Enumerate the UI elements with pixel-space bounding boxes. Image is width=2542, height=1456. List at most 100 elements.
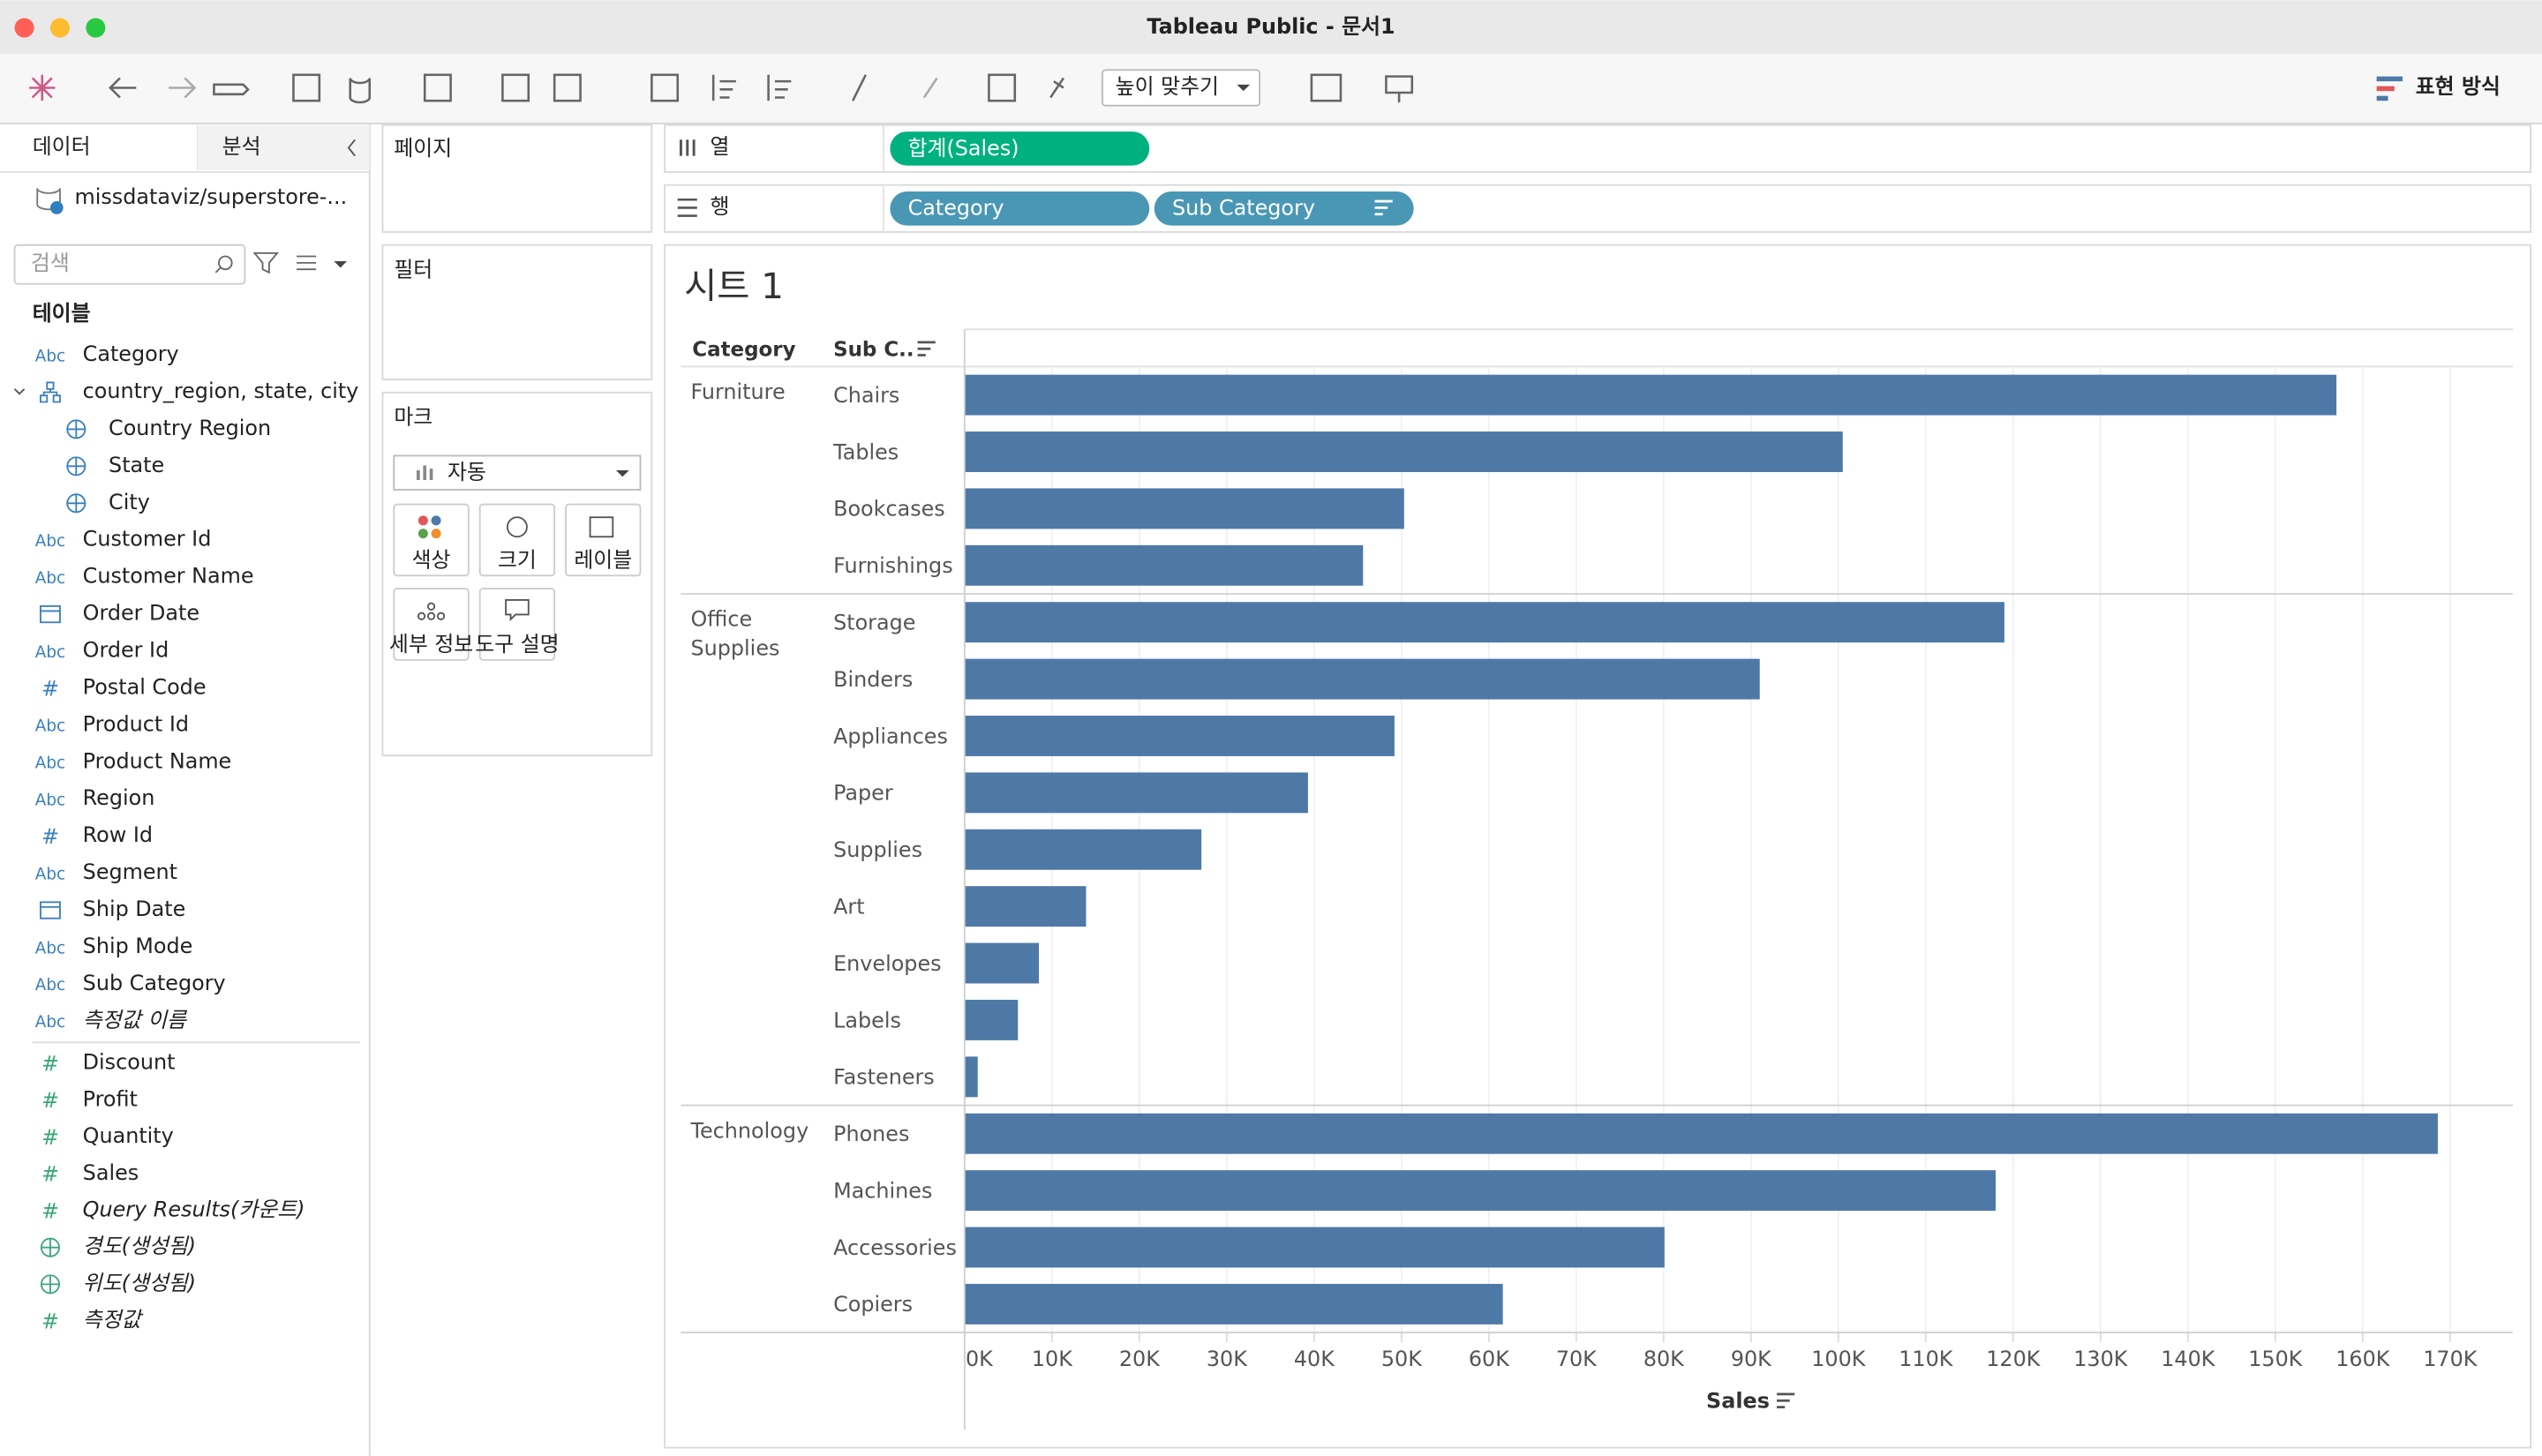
field-item[interactable]: Row Id (83, 822, 153, 847)
x-tick-label: 130K (2073, 1347, 2129, 1371)
field-type-icon: Abc (35, 532, 65, 551)
field-item[interactable]: Ship Date (83, 897, 186, 921)
x-tick-label: 100K (1811, 1347, 1867, 1371)
shelf-pill[interactable] (1154, 191, 1414, 226)
bar (964, 544, 1364, 586)
datasource-name[interactable]: missdataviz/superstore-... (74, 184, 347, 209)
rows-icon (677, 198, 697, 217)
replay-button[interactable] (213, 83, 250, 96)
mark-button[interactable] (393, 503, 470, 577)
field-item[interactable]: Sub Category (83, 971, 226, 995)
swap-button[interactable] (651, 73, 680, 102)
field-item[interactable]: 경도(생성됨) (83, 1234, 196, 1258)
field-item[interactable]: Ship Mode (83, 934, 193, 958)
labels-button[interactable] (988, 73, 1017, 102)
field-item[interactable]: Sales (83, 1160, 139, 1185)
date-icon (40, 901, 61, 919)
field-item[interactable]: Product Id (83, 711, 189, 736)
field-item[interactable]: Country Region (109, 416, 271, 440)
new-sheet-button[interactable] (423, 73, 452, 102)
shelf-pill[interactable] (890, 191, 1150, 226)
shelf-pill[interactable] (890, 131, 1150, 166)
field-item[interactable]: State (109, 453, 164, 477)
field-item[interactable]: 위도(생성됨) (83, 1271, 196, 1295)
field-item[interactable]: Product Name (83, 748, 232, 773)
subcategory-label: Copiers (833, 1292, 913, 1317)
analysis-tab[interactable]: 분석 (222, 134, 261, 159)
bar (964, 772, 1308, 814)
size-icon (506, 516, 528, 538)
field-item[interactable]: Order Id (83, 638, 169, 663)
rows-label: 행 (710, 194, 729, 219)
zoom-button[interactable] (86, 18, 106, 38)
marks-label: 마크 (394, 405, 432, 430)
bar (964, 999, 1019, 1040)
mark-type-label: 자동 (447, 460, 486, 484)
filter-button[interactable] (252, 251, 280, 274)
highlight-button[interactable] (851, 74, 867, 101)
bar (964, 716, 1395, 756)
minimize-button[interactable] (49, 18, 70, 38)
datasource-button[interactable] (349, 78, 372, 104)
field-type-icon: Abc (35, 643, 65, 662)
fit-dropdown[interactable] (1102, 69, 1261, 107)
x-tick-label: 160K (2335, 1347, 2391, 1371)
field-item[interactable]: City (109, 490, 150, 514)
collapse-button[interactable] (347, 139, 356, 157)
category-label: Office Supplies (690, 608, 780, 663)
close-button[interactable] (14, 18, 34, 38)
pin-button[interactable] (1049, 77, 1064, 99)
presentation-button[interactable] (1385, 75, 1414, 103)
bar (964, 1170, 1997, 1212)
field-item[interactable]: Quantity (83, 1123, 174, 1148)
tableau-logo[interactable] (29, 74, 56, 101)
save-button[interactable] (292, 73, 321, 102)
section-label: 테이블 (33, 301, 91, 326)
field-item[interactable]: Customer Name (83, 564, 254, 589)
mark-button-label: 세부 정보 (389, 632, 473, 657)
sort-desc-button[interactable] (767, 74, 792, 101)
field-item[interactable]: Order Date (83, 601, 199, 626)
field-item[interactable]: Postal Code (83, 674, 207, 699)
group-button[interactable] (922, 77, 938, 99)
mark-button[interactable] (393, 588, 470, 661)
cards-button[interactable] (1310, 73, 1342, 102)
bar (964, 829, 1202, 870)
search-tools (214, 251, 317, 274)
show-me-button[interactable]: 표현 방식 (2416, 74, 2501, 99)
redo-button[interactable] (169, 77, 197, 99)
subcategory-label: Paper (833, 781, 893, 806)
duplicate-button[interactable] (501, 73, 530, 102)
field-item[interactable]: Profit (83, 1086, 138, 1111)
mark-button-label: 도구 설명 (475, 632, 559, 657)
mark-button[interactable] (478, 503, 556, 577)
sort-asc-button[interactable] (711, 74, 736, 101)
subcategory-label: Machines (833, 1178, 932, 1203)
sort-icon (1777, 1392, 1795, 1408)
field-item[interactable]: Query Results(카운트) (83, 1197, 305, 1221)
sort-icon[interactable] (917, 341, 936, 356)
view-button[interactable] (297, 255, 317, 271)
clear-button[interactable] (553, 73, 582, 102)
search-placeholder: 검색 (31, 251, 70, 275)
field-item[interactable]: Customer Id (83, 527, 212, 552)
mark-button[interactable] (478, 588, 556, 661)
bar (964, 886, 1087, 927)
field-item[interactable]: country_region, state, city (83, 379, 359, 403)
field-item[interactable]: Segment (83, 859, 177, 884)
field-item[interactable]: Category (83, 341, 179, 366)
undo-button[interactable] (109, 77, 137, 99)
search-box[interactable] (13, 244, 246, 285)
category-label: Technology (690, 1120, 809, 1145)
field-type-icon: Abc (35, 865, 65, 883)
field-item[interactable]: 측정값 이름 (83, 1008, 188, 1032)
hierarchy-icon (40, 381, 61, 403)
mark-button[interactable] (565, 503, 642, 577)
mark-type-dropdown[interactable] (393, 454, 642, 491)
field-item[interactable]: Discount (83, 1050, 176, 1075)
field-item[interactable]: 측정값 (83, 1308, 144, 1332)
chart: 시트 1 Category Sub C.. 0K 10K 20K 30K 40K 50K 6… (681, 265, 2513, 1430)
x-tick-label: 140K (2161, 1347, 2216, 1371)
field-item[interactable]: Region (83, 785, 155, 810)
data-tab[interactable]: 데이터 (33, 134, 91, 159)
